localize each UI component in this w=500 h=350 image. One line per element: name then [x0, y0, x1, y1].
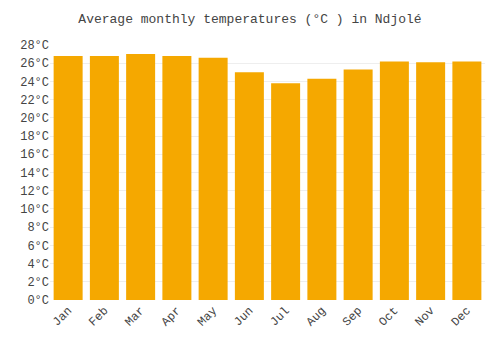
svg-text:26°C: 26°C [20, 57, 49, 71]
svg-text:Sep: Sep [340, 304, 365, 329]
svg-text:4°C: 4°C [27, 258, 49, 272]
svg-text:Jul: Jul [268, 304, 293, 329]
svg-text:Jan: Jan [50, 304, 75, 329]
svg-text:22°C: 22°C [20, 94, 49, 108]
svg-text:Average monthly temperatures (: Average monthly temperatures (°C ) in Nd… [78, 12, 421, 27]
svg-text:May: May [195, 304, 220, 329]
svg-text:Aug: Aug [304, 304, 329, 329]
svg-text:12°C: 12°C [20, 185, 49, 199]
svg-text:18°C: 18°C [20, 130, 49, 144]
svg-text:Feb: Feb [86, 304, 111, 329]
svg-text:10°C: 10°C [20, 203, 49, 217]
svg-text:6°C: 6°C [27, 240, 49, 254]
svg-text:Jun: Jun [231, 304, 256, 329]
svg-text:16°C: 16°C [20, 148, 49, 162]
svg-text:0°C: 0°C [27, 294, 49, 308]
svg-text:28°C: 28°C [20, 39, 49, 53]
svg-text:14°C: 14°C [20, 167, 49, 181]
svg-text:Oct: Oct [376, 304, 401, 329]
svg-text:20°C: 20°C [20, 112, 49, 126]
svg-text:Mar: Mar [123, 304, 148, 329]
svg-text:8°C: 8°C [27, 221, 49, 235]
svg-text:Dec: Dec [449, 304, 474, 329]
svg-text:24°C: 24°C [20, 76, 49, 90]
svg-text:2°C: 2°C [27, 276, 49, 290]
svg-text:Nov: Nov [413, 304, 438, 329]
svg-text:Apr: Apr [159, 304, 184, 329]
